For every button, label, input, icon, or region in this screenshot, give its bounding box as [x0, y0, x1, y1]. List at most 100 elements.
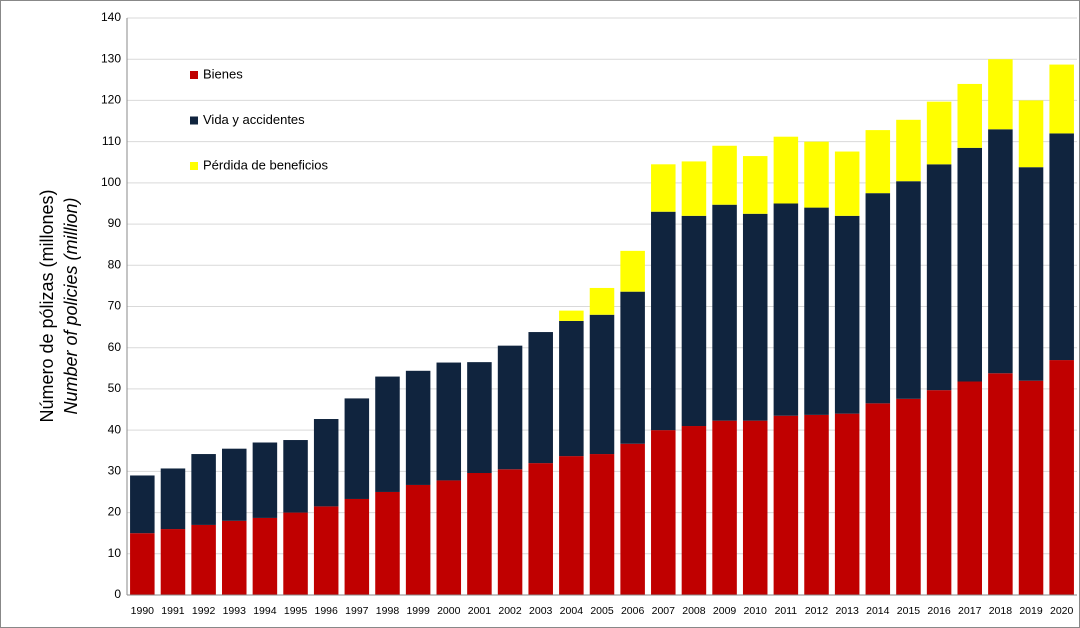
x-tick-label: 2018	[989, 605, 1013, 617]
bar-segment	[222, 520, 247, 595]
bar-segment	[988, 373, 1013, 595]
bar-segment	[559, 310, 584, 321]
x-tick-label: 1998	[376, 605, 400, 617]
legend-swatch	[190, 71, 198, 79]
bar-segment	[528, 463, 553, 595]
bar-segment	[191, 524, 216, 595]
x-tick-label: 2013	[835, 605, 859, 617]
x-tick-label: 2016	[927, 605, 951, 617]
bar-segment	[375, 491, 400, 595]
y-tick-label: 120	[101, 93, 121, 107]
bar-segment	[681, 161, 707, 216]
x-tick-label: 2008	[682, 605, 706, 617]
y-tick-label: 70	[108, 299, 122, 313]
y-tick-label: 80	[108, 257, 122, 271]
bar-segment	[834, 151, 860, 216]
bar-segment	[773, 203, 799, 416]
bar-segment	[160, 468, 186, 530]
bar-segment	[773, 415, 799, 595]
bar-segment	[865, 193, 891, 404]
bar-segment	[712, 204, 737, 421]
bar-segment	[467, 473, 492, 595]
bar-segment	[252, 442, 278, 518]
bar-segment	[467, 362, 492, 474]
bar-segment	[988, 129, 1013, 374]
bar-segment	[620, 291, 645, 444]
bar-segment	[589, 454, 615, 595]
bar-segment	[405, 370, 431, 485]
bar-segment	[252, 517, 278, 595]
y-tick-label: 30	[108, 464, 122, 478]
bar-segment	[436, 362, 462, 481]
y-tick-label: 90	[108, 216, 122, 230]
x-tick-label: 2010	[744, 605, 768, 617]
bar-segment	[651, 164, 676, 212]
y-tick-label: 140	[101, 10, 121, 24]
y-axis-label: Número de pólizas (millones)	[37, 189, 57, 422]
bar-segment	[834, 413, 860, 595]
x-tick-label: 2000	[437, 605, 461, 617]
x-tick-label: 1999	[406, 605, 430, 617]
x-tick-label: 1993	[223, 605, 247, 617]
bar-segment	[804, 141, 829, 208]
bar-segment	[130, 475, 155, 534]
bar-segment	[497, 469, 523, 595]
bar-segment	[589, 287, 615, 315]
bar-segment	[957, 83, 982, 148]
bar-segment	[559, 456, 584, 595]
x-tick-label: 2002	[498, 605, 522, 617]
bar-segment	[313, 419, 339, 507]
x-tick-label: 2007	[652, 605, 676, 617]
bar-segment	[405, 484, 431, 595]
bar-segment	[620, 250, 645, 292]
bar-segment	[988, 59, 1013, 130]
bar-segment	[191, 454, 216, 525]
bar-segment	[742, 213, 768, 421]
bar-segment	[926, 164, 952, 391]
x-tick-label: 2001	[468, 605, 492, 617]
bar-segment	[926, 101, 952, 165]
legend-swatch	[190, 162, 198, 170]
bar-segment	[896, 119, 921, 182]
x-tick-label: 2004	[560, 605, 584, 617]
bar-segment	[313, 506, 339, 595]
bar-segment	[834, 215, 860, 414]
legend-swatch	[190, 116, 198, 125]
bar-segment	[497, 345, 523, 470]
y-tick-label: 100	[101, 175, 121, 189]
bar-segment	[896, 181, 921, 399]
legend-label: Vida y accidentes	[203, 112, 305, 127]
bar-segment	[222, 448, 247, 521]
bar-segment	[620, 443, 645, 595]
y-tick-label: 110	[102, 134, 121, 148]
bar-segment	[283, 512, 308, 595]
x-tick-label: 2009	[713, 605, 737, 617]
x-tick-label: 1992	[192, 605, 216, 617]
y-tick-label: 10	[108, 546, 122, 560]
x-tick-label: 2020	[1050, 605, 1074, 617]
y-tick-label: 60	[108, 340, 122, 354]
bar-segment	[681, 215, 707, 427]
x-tick-label: 1991	[161, 605, 185, 617]
bar-segment	[865, 403, 891, 595]
bar-segment	[804, 414, 829, 595]
bar-segment	[804, 207, 829, 415]
y-tick-label: 130	[101, 51, 121, 65]
x-tick-label: 2017	[958, 605, 982, 617]
bar-segment	[375, 376, 400, 492]
bar-segment	[130, 533, 155, 595]
bar-segment	[957, 147, 982, 382]
x-tick-label: 1994	[253, 605, 277, 617]
x-tick-label: 1997	[345, 605, 369, 617]
bar-segment	[865, 130, 891, 194]
bar-segment	[712, 145, 737, 205]
bar-segment	[559, 320, 584, 457]
y-tick-label: 50	[108, 381, 122, 395]
bar-segment	[773, 136, 799, 204]
bar-segment	[651, 211, 676, 431]
y-tick-label: 20	[108, 505, 122, 519]
x-tick-label: 2005	[590, 605, 614, 617]
bar-segment	[926, 390, 952, 595]
bar-segment	[344, 498, 370, 595]
